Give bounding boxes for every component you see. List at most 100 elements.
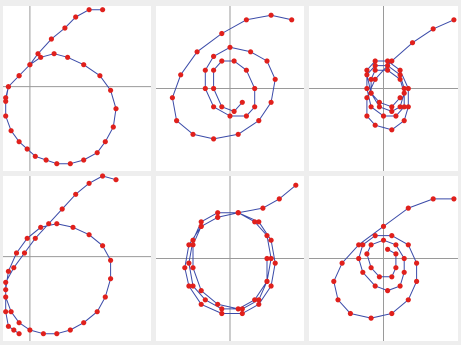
data-point xyxy=(372,58,378,64)
data-point xyxy=(372,63,378,69)
data-point xyxy=(401,85,407,92)
data-point xyxy=(54,331,60,337)
data-point xyxy=(248,49,254,55)
data-point xyxy=(239,310,245,317)
data-point xyxy=(198,288,204,294)
data-point xyxy=(397,104,403,110)
data-point xyxy=(385,67,391,73)
data-point xyxy=(100,7,106,13)
data-point xyxy=(393,242,399,248)
data-point xyxy=(268,12,274,18)
data-point xyxy=(108,276,114,282)
data-point xyxy=(385,58,391,64)
data-point xyxy=(430,196,436,202)
data-point xyxy=(219,104,225,110)
data-point xyxy=(27,327,33,333)
data-point xyxy=(405,205,411,211)
data-point xyxy=(405,297,411,303)
data-point xyxy=(289,17,295,23)
data-point xyxy=(38,54,44,60)
data-point xyxy=(414,260,420,266)
data-point xyxy=(252,297,258,303)
data-point xyxy=(24,146,30,152)
data-point xyxy=(5,268,11,274)
data-point xyxy=(38,224,44,230)
data-point xyxy=(364,251,370,257)
data-point xyxy=(256,297,262,303)
trajectory-line xyxy=(184,184,297,314)
data-point xyxy=(5,323,11,329)
data-point xyxy=(264,278,270,284)
data-point xyxy=(368,104,374,110)
panel-row2-col2 xyxy=(156,176,304,341)
data-point xyxy=(397,72,403,78)
data-point xyxy=(190,265,196,271)
data-point xyxy=(380,223,387,229)
data-point xyxy=(276,196,282,202)
data-point xyxy=(235,210,241,216)
data-point xyxy=(13,250,20,256)
data-point xyxy=(73,191,79,197)
data-point xyxy=(81,320,87,326)
data-point xyxy=(231,58,237,64)
data-point xyxy=(211,67,217,73)
data-point xyxy=(243,113,249,119)
data-point xyxy=(397,283,403,289)
data-point xyxy=(397,67,403,73)
data-point xyxy=(215,214,221,220)
data-point xyxy=(3,309,9,315)
data-point xyxy=(252,85,258,92)
data-point xyxy=(405,104,411,110)
data-point xyxy=(186,260,192,266)
data-point xyxy=(356,255,362,262)
data-point xyxy=(256,301,262,307)
data-point xyxy=(339,260,345,266)
data-point xyxy=(219,310,225,317)
data-point xyxy=(293,182,299,188)
data-point xyxy=(21,250,28,256)
data-point xyxy=(11,265,17,271)
data-point xyxy=(376,274,382,280)
data-point xyxy=(239,306,245,312)
data-point xyxy=(211,104,217,110)
data-point xyxy=(376,99,382,105)
data-point xyxy=(67,161,73,167)
data-point xyxy=(364,85,370,92)
data-point xyxy=(54,161,60,167)
data-point xyxy=(393,251,399,257)
data-point xyxy=(235,131,241,137)
data-point xyxy=(100,243,106,249)
data-point xyxy=(202,67,208,73)
data-point xyxy=(364,95,370,101)
data-point xyxy=(5,84,11,90)
data-point xyxy=(272,76,278,82)
data-point xyxy=(268,237,274,243)
data-point xyxy=(393,265,399,271)
data-point xyxy=(405,242,411,248)
data-point xyxy=(46,221,52,227)
data-point xyxy=(268,99,274,105)
panels xyxy=(3,6,458,341)
data-point xyxy=(356,242,362,248)
data-point xyxy=(202,85,208,92)
data-point xyxy=(243,67,249,73)
data-point xyxy=(364,72,370,78)
data-point xyxy=(3,294,9,300)
data-point xyxy=(24,235,30,241)
panel-row1-col1 xyxy=(3,6,151,171)
data-point xyxy=(182,265,188,271)
data-point xyxy=(94,150,100,156)
data-point xyxy=(215,301,221,307)
data-point xyxy=(372,122,378,128)
data-point xyxy=(211,53,217,60)
data-point xyxy=(380,113,387,119)
data-point xyxy=(389,274,395,280)
data-point xyxy=(11,327,17,333)
data-point xyxy=(389,58,395,64)
data-point xyxy=(16,320,22,326)
data-point xyxy=(389,127,395,133)
data-point xyxy=(70,224,76,230)
data-point xyxy=(178,72,184,78)
data-point xyxy=(211,85,217,92)
